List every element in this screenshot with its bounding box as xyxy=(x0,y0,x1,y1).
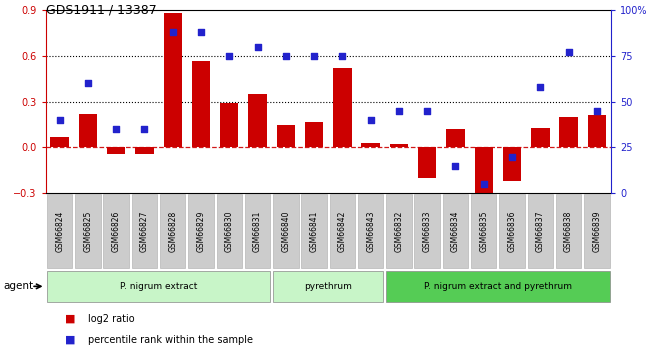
Bar xyxy=(531,128,549,148)
Text: GSM66833: GSM66833 xyxy=(422,210,432,252)
Bar xyxy=(248,94,266,148)
FancyBboxPatch shape xyxy=(443,194,468,268)
Text: percentile rank within the sample: percentile rank within the sample xyxy=(88,335,253,345)
FancyBboxPatch shape xyxy=(75,194,101,268)
Point xyxy=(507,154,517,159)
Text: agent: agent xyxy=(3,282,33,291)
Point xyxy=(450,163,461,168)
FancyBboxPatch shape xyxy=(160,194,185,268)
Point xyxy=(309,53,319,59)
Bar xyxy=(503,148,521,181)
Text: GSM66829: GSM66829 xyxy=(196,210,205,252)
Text: GSM66835: GSM66835 xyxy=(479,210,488,252)
Text: GSM66825: GSM66825 xyxy=(83,210,92,252)
Bar xyxy=(164,13,182,148)
Bar xyxy=(79,114,97,148)
Point xyxy=(592,108,602,114)
Bar xyxy=(192,61,210,148)
Text: GSM66838: GSM66838 xyxy=(564,210,573,252)
Point xyxy=(196,30,206,35)
Text: GSM66836: GSM66836 xyxy=(508,210,517,252)
Text: P. nigrum extract: P. nigrum extract xyxy=(120,282,198,291)
Text: GSM66840: GSM66840 xyxy=(281,210,291,252)
Text: ■: ■ xyxy=(65,314,75,324)
Bar xyxy=(107,148,125,154)
FancyBboxPatch shape xyxy=(358,194,384,268)
Point xyxy=(281,53,291,59)
Bar xyxy=(560,117,578,148)
Bar xyxy=(333,68,352,148)
Text: GSM66841: GSM66841 xyxy=(309,210,318,252)
Point xyxy=(111,126,122,132)
Bar xyxy=(588,116,606,148)
FancyBboxPatch shape xyxy=(273,194,298,268)
Point xyxy=(422,108,432,114)
Text: GSM66843: GSM66843 xyxy=(366,210,375,252)
Bar xyxy=(447,129,465,148)
FancyBboxPatch shape xyxy=(528,194,553,268)
Point xyxy=(337,53,348,59)
Text: GSM66837: GSM66837 xyxy=(536,210,545,252)
FancyBboxPatch shape xyxy=(188,194,214,268)
Point xyxy=(83,81,93,86)
FancyBboxPatch shape xyxy=(47,194,72,268)
FancyBboxPatch shape xyxy=(415,194,440,268)
FancyBboxPatch shape xyxy=(103,194,129,268)
Bar xyxy=(277,125,295,148)
FancyBboxPatch shape xyxy=(584,194,610,268)
Point xyxy=(168,30,178,35)
Text: GSM66842: GSM66842 xyxy=(338,210,347,252)
Text: GSM66826: GSM66826 xyxy=(112,210,121,252)
FancyBboxPatch shape xyxy=(302,194,327,268)
Text: GSM66828: GSM66828 xyxy=(168,210,177,252)
Bar xyxy=(135,148,153,154)
Point xyxy=(478,181,489,187)
Text: GSM66832: GSM66832 xyxy=(395,210,404,252)
FancyBboxPatch shape xyxy=(245,194,270,268)
Bar xyxy=(418,148,436,178)
FancyBboxPatch shape xyxy=(47,271,270,302)
Text: GDS1911 / 13387: GDS1911 / 13387 xyxy=(46,3,156,17)
Text: P. nigrum extract and pyrethrum: P. nigrum extract and pyrethrum xyxy=(424,282,572,291)
FancyBboxPatch shape xyxy=(386,194,411,268)
Point xyxy=(55,117,65,123)
Bar xyxy=(361,143,380,148)
Point xyxy=(252,44,263,50)
Point xyxy=(224,53,235,59)
Bar xyxy=(474,148,493,198)
Text: GSM66830: GSM66830 xyxy=(225,210,234,252)
FancyBboxPatch shape xyxy=(386,271,610,302)
FancyBboxPatch shape xyxy=(471,194,497,268)
Text: ■: ■ xyxy=(65,335,75,345)
FancyBboxPatch shape xyxy=(499,194,525,268)
Bar xyxy=(220,103,239,148)
Bar xyxy=(51,137,69,148)
Point xyxy=(394,108,404,114)
Text: GSM66824: GSM66824 xyxy=(55,210,64,252)
FancyBboxPatch shape xyxy=(556,194,581,268)
FancyBboxPatch shape xyxy=(132,194,157,268)
Point xyxy=(564,50,574,55)
Bar xyxy=(305,121,323,148)
FancyBboxPatch shape xyxy=(216,194,242,268)
Text: pyrethrum: pyrethrum xyxy=(304,282,352,291)
Text: GSM66827: GSM66827 xyxy=(140,210,149,252)
Bar xyxy=(390,145,408,148)
FancyBboxPatch shape xyxy=(273,271,384,302)
Text: GSM66834: GSM66834 xyxy=(451,210,460,252)
Text: GSM66839: GSM66839 xyxy=(592,210,601,252)
FancyBboxPatch shape xyxy=(330,194,355,268)
Text: log2 ratio: log2 ratio xyxy=(88,314,135,324)
Text: GSM66831: GSM66831 xyxy=(253,210,262,252)
Point xyxy=(365,117,376,123)
Point xyxy=(535,85,545,90)
Point xyxy=(139,126,150,132)
